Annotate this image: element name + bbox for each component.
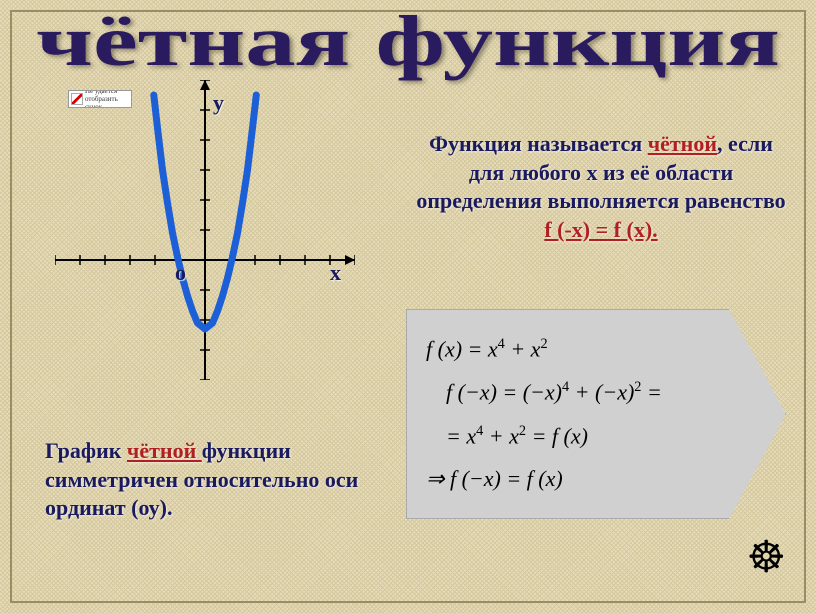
definition-text: Функция называется чётной, если для любо… bbox=[416, 130, 786, 244]
chart-svg bbox=[55, 80, 355, 380]
formula-panel: f (x) = x4 + x2 f (−x) = (−x)4 + (−x)2 =… bbox=[406, 309, 786, 519]
y-axis-label: у bbox=[213, 90, 224, 116]
wheel-icon[interactable]: ☸ bbox=[747, 532, 786, 583]
origin-label: о bbox=[175, 260, 186, 286]
parabola-chart: у х о bbox=[55, 80, 355, 380]
formula-line-4: ⇒ f (−x) = f (x) bbox=[426, 466, 756, 492]
x-axis-label: х bbox=[330, 260, 341, 286]
formula-line-2: f (−x) = (−x)4 + (−x)2 = bbox=[426, 379, 756, 405]
caption-part1: График bbox=[45, 438, 127, 463]
caption-text: График чётной функции симметричен относи… bbox=[45, 437, 385, 523]
definition-red-word: чётной bbox=[648, 131, 717, 156]
definition-part1: Функция называется bbox=[429, 131, 648, 156]
formula-content: f (x) = x4 + x2 f (−x) = (−x)4 + (−x)2 =… bbox=[406, 309, 786, 519]
caption-red-word: чётной bbox=[127, 438, 202, 463]
slide-title: чётная функция bbox=[36, 0, 780, 83]
formula-line-3: = x4 + x2 = f (x) bbox=[426, 423, 756, 449]
formula-line-1: f (x) = x4 + x2 bbox=[426, 336, 756, 362]
definition-formula: f (-x) = f (x). bbox=[544, 217, 657, 242]
